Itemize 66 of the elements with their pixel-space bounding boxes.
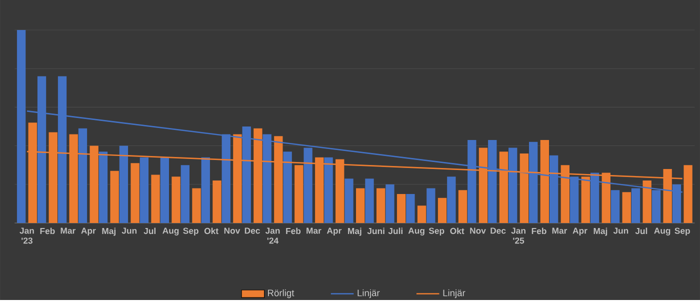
bar bbox=[98, 151, 108, 223]
bar bbox=[78, 128, 88, 223]
x-tick-label: Mar bbox=[306, 227, 322, 234]
x-tick-label: Maj bbox=[102, 227, 116, 236]
bar bbox=[283, 151, 292, 223]
bar bbox=[324, 157, 333, 223]
legend-label: Rörligt bbox=[268, 289, 294, 298]
x-tick-label: Mar bbox=[552, 227, 568, 234]
x-tick-label: Aug bbox=[162, 227, 179, 236]
bar bbox=[417, 205, 426, 223]
bar bbox=[172, 176, 180, 223]
bar bbox=[180, 164, 190, 223]
bar bbox=[151, 174, 160, 223]
bar bbox=[110, 170, 119, 223]
bar bbox=[396, 194, 406, 223]
x-tick-label: Jun bbox=[122, 227, 137, 234]
x-tick-label: Apr bbox=[326, 227, 342, 236]
bar bbox=[622, 192, 631, 223]
legend-label: Linjär bbox=[443, 289, 466, 298]
bar bbox=[192, 188, 201, 223]
bar bbox=[458, 190, 468, 223]
bar bbox=[426, 188, 436, 223]
x-tick-label: Apr bbox=[81, 227, 96, 236]
x-tick-label: Aug bbox=[408, 227, 424, 236]
x-tick-label: Dec bbox=[244, 227, 260, 234]
x-tick-label: Nov bbox=[470, 227, 486, 234]
x-tick-label: Nov bbox=[224, 227, 240, 234]
bar bbox=[642, 180, 652, 223]
bar bbox=[610, 190, 620, 223]
x-tick-label: Okt bbox=[450, 227, 464, 234]
bar bbox=[160, 157, 169, 223]
bar bbox=[447, 176, 456, 223]
x-tick-label: Juni bbox=[367, 227, 384, 234]
x-tick-label: Sep bbox=[183, 227, 198, 236]
x-tick-label: Feb bbox=[40, 227, 55, 234]
x-tick-label: Jan '24 bbox=[265, 227, 280, 244]
bar bbox=[201, 157, 210, 223]
x-tick-label: Feb bbox=[532, 227, 546, 234]
bar bbox=[344, 178, 354, 223]
x-tick-label: Maj bbox=[348, 227, 362, 236]
bar bbox=[130, 162, 140, 223]
x-tick-label: Jan '23 bbox=[20, 227, 34, 244]
bar bbox=[438, 198, 447, 223]
x-tick-label: Apr bbox=[572, 227, 588, 236]
bar bbox=[119, 146, 128, 223]
x-tick-label: Aug bbox=[654, 227, 670, 236]
x-tick-label: Juli bbox=[388, 227, 402, 234]
bar bbox=[365, 178, 374, 223]
bar bbox=[386, 184, 394, 223]
bar bbox=[140, 157, 149, 223]
x-tick-label: Jan '25 bbox=[511, 227, 526, 244]
bar bbox=[212, 180, 222, 223]
bar bbox=[406, 194, 415, 223]
legend-label: Linjär bbox=[358, 289, 380, 298]
x-tick-label: Mar bbox=[60, 227, 76, 234]
x-tick-label: Feb bbox=[286, 227, 301, 234]
x-tick-label: Sep bbox=[674, 227, 690, 236]
x-tick-label: Maj bbox=[594, 227, 608, 236]
x-tick-label: Jul bbox=[635, 227, 648, 234]
x-tick-label: Sep bbox=[428, 227, 444, 236]
x-tick-label: Jun bbox=[613, 227, 628, 234]
bar bbox=[356, 188, 365, 223]
x-tick-label: Jul bbox=[144, 227, 156, 234]
bar bbox=[376, 188, 386, 223]
x-tick-label: Dec bbox=[490, 227, 506, 234]
x-tick-label: Okt bbox=[204, 227, 218, 234]
